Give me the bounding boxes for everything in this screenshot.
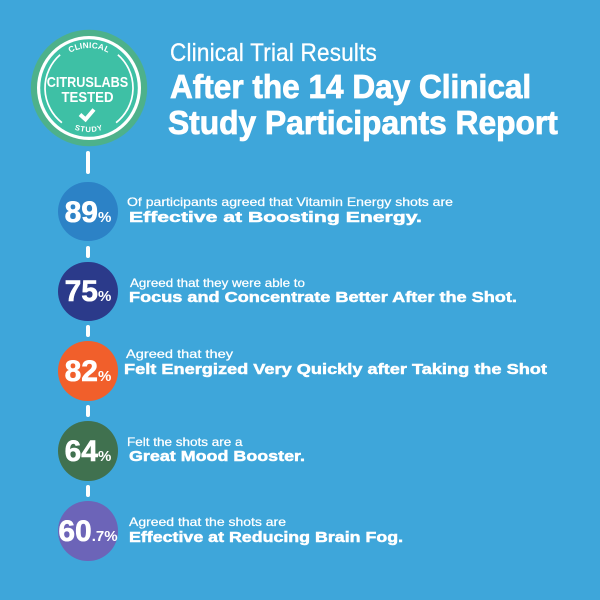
svg-text:STUDY: STUDY: [74, 122, 104, 133]
svg-text:CLINICAL: CLINICAL: [67, 40, 111, 54]
svg-text:CITRUSLABS: CITRUSLABS: [47, 73, 129, 90]
svg-text:TESTED: TESTED: [62, 88, 114, 105]
